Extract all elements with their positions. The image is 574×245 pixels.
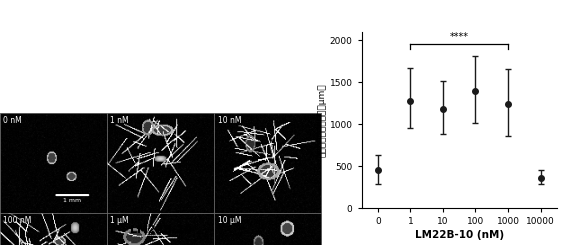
Text: 0 nM: 0 nM — [3, 116, 22, 125]
Text: 10 μM: 10 μM — [218, 216, 241, 225]
Text: LM22B-10: LM22B-10 — [130, 225, 192, 235]
Text: 100 nM: 100 nM — [3, 216, 32, 225]
Text: 10 nM: 10 nM — [218, 116, 241, 125]
Y-axis label: 背根神经节神经长度（μm）: 背根神经节神经长度（μm） — [318, 83, 327, 157]
Text: 1 nM: 1 nM — [110, 116, 129, 125]
Text: ****: **** — [449, 32, 469, 42]
Text: 1 μM: 1 μM — [110, 216, 129, 225]
Text: 1 mm: 1 mm — [63, 198, 82, 203]
X-axis label: LM22B-10 (nM): LM22B-10 (nM) — [414, 231, 504, 240]
